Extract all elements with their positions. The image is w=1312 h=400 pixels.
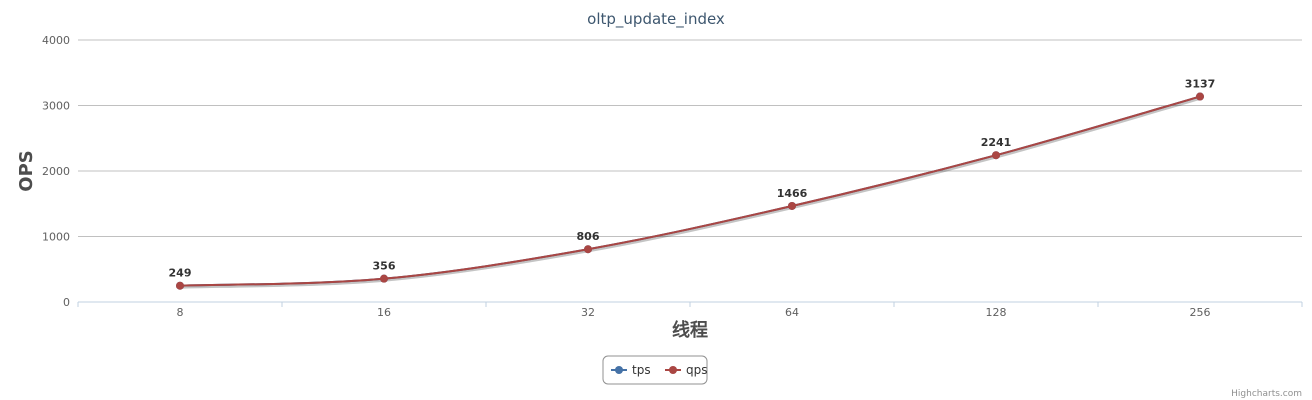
series-shadow xyxy=(180,95,1202,289)
data-label: 3137 xyxy=(1185,78,1216,91)
legend-box xyxy=(602,355,708,385)
y-axis-ticks: 0 1000 2000 3000 4000 xyxy=(42,34,70,309)
data-point-qps[interactable] xyxy=(788,201,796,210)
chart-title: oltp_update_index xyxy=(587,10,725,29)
legend-item-qps[interactable]: qps xyxy=(665,363,708,377)
data-point-qps[interactable] xyxy=(992,151,1000,160)
x-tick-label: 256 xyxy=(1190,306,1211,319)
legend-marker xyxy=(669,366,677,374)
legend-item-tps[interactable]: tps xyxy=(611,363,651,377)
y-tick-label: 2000 xyxy=(42,165,70,178)
series-line-qps[interactable] xyxy=(179,95,1201,287)
data-label: 2241 xyxy=(981,136,1012,149)
legend-label: tps xyxy=(632,363,651,377)
y-tick-label: 0 xyxy=(63,296,70,309)
data-point-qps[interactable] xyxy=(176,281,184,290)
y-tick-label: 1000 xyxy=(42,231,70,244)
x-axis: 8 16 32 64 128 256 xyxy=(77,301,1303,319)
data-point-qps[interactable] xyxy=(380,274,388,283)
legend-label: qps xyxy=(686,363,708,377)
data-point-qps[interactable] xyxy=(1196,92,1204,101)
x-axis-title: 线程 xyxy=(672,319,708,341)
series-shadow xyxy=(180,95,1202,289)
data-label: 1466 xyxy=(777,187,808,200)
y-tick-label: 4000 xyxy=(42,34,70,47)
x-tick-label: 128 xyxy=(986,306,1007,319)
series-group xyxy=(176,92,1204,290)
legend-marker xyxy=(615,366,623,374)
x-tick-label: 64 xyxy=(785,306,799,319)
data-point-qps[interactable] xyxy=(584,245,592,254)
data-labels: 249 356 806 1466 2241 3137 xyxy=(169,78,1216,280)
credits-link[interactable]: Highcharts.com xyxy=(1231,389,1302,399)
data-label: 249 xyxy=(169,267,192,280)
series-line-tps[interactable] xyxy=(179,95,1201,287)
x-tick-label: 8 xyxy=(177,306,184,319)
data-label: 806 xyxy=(577,230,600,243)
data-label: 356 xyxy=(373,260,396,273)
grid-lines xyxy=(78,39,1302,303)
x-tick-label: 32 xyxy=(581,306,595,319)
legend: tps qps xyxy=(602,355,708,385)
y-axis-title: OPS xyxy=(16,150,37,191)
y-tick-label: 3000 xyxy=(42,100,70,113)
x-tick-label: 16 xyxy=(377,306,391,319)
